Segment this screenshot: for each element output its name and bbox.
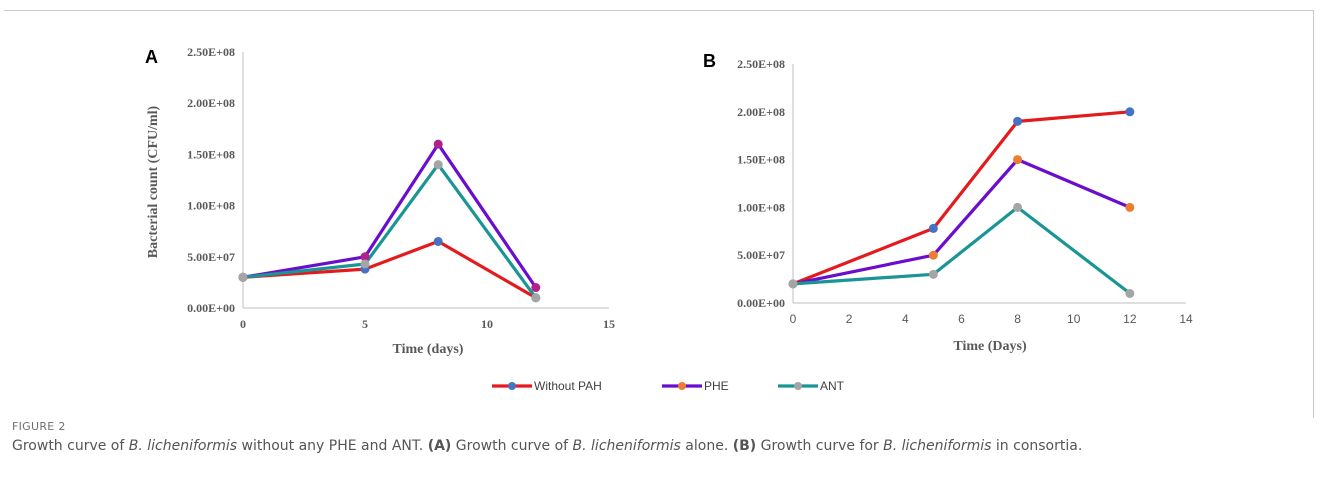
panel-label-b: B: [703, 51, 716, 71]
y-axis-label-a: Bacterial count (CFU/ml): [146, 105, 161, 258]
x-tick-label: 0: [790, 312, 797, 326]
data-point-ant: [238, 272, 248, 282]
caption-segment: Growth curve of: [451, 438, 573, 454]
figure-label: FIGURE 2: [12, 420, 66, 433]
series-line-ant: [792, 205, 1131, 295]
x-tick-label: 12: [1123, 312, 1137, 326]
legend-swatch-marker: [794, 382, 802, 390]
caption-segment: B. licheniformis: [883, 438, 992, 454]
series-line-phe: [792, 158, 1131, 286]
data-point-ant: [1125, 288, 1135, 298]
y-ticks-b: 0.00E+00 5.00E+07 1.00E+08 1.50E+08 2.00E+08…: [737, 57, 785, 310]
x-tick-label: 14: [1179, 312, 1193, 326]
data-point-without-pah: [433, 236, 443, 246]
caption-segment: without any PHE and ANT.: [237, 438, 428, 454]
x-ticks-b: 0 2 4 6 8 10 12 14: [790, 312, 1193, 326]
data-point-without-pah: [928, 223, 938, 233]
caption-segment: B. licheniformis: [128, 438, 238, 454]
figure-frame: [4, 10, 1314, 418]
y-tick-label: 2.00E+08: [187, 96, 235, 110]
caption-segment: (B): [732, 438, 757, 454]
legend-swatch-marker: [508, 382, 516, 390]
data-point-phe: [1013, 155, 1023, 165]
chart-panel-a: A 0.00E+00 5.00E+07 1.00E+08 1.50E+08 2.00E+…: [145, 45, 615, 357]
caption-segment: Growth curve of: [12, 438, 129, 454]
data-point-ant: [1013, 202, 1023, 212]
data-point-phe: [360, 252, 370, 262]
caption-segment: Growth curve for: [756, 438, 884, 454]
y-ticks-a: 0.00E+00 5.00E+07 1.00E+08 1.50E+08 2.00E+08…: [187, 45, 235, 315]
y-tick-label: 5.00E+07: [187, 250, 235, 264]
legend-label: ANT: [820, 379, 845, 393]
x-tick-label: 6: [958, 312, 965, 326]
x-tick-label: 2: [846, 312, 853, 326]
x-tick-label: 10: [1067, 312, 1081, 326]
data-point-ant: [360, 259, 370, 269]
x-tick-label: 5: [362, 317, 368, 331]
y-tick-label: 5.00E+07: [737, 248, 785, 262]
series-points-b: [788, 107, 1135, 298]
caption-segment: alone.: [680, 438, 733, 454]
series-line-without-pah: [792, 110, 1131, 286]
legend-label: PHE: [704, 379, 729, 393]
x-axis-label-b: Time (Days): [953, 339, 1027, 354]
data-point-ant: [531, 293, 541, 303]
x-tick-label: 0: [240, 317, 246, 331]
figure-caption: Growth curve of B. licheniformis without…: [12, 438, 1082, 454]
y-tick-label: 1.50E+08: [187, 147, 235, 161]
data-point-phe: [433, 139, 443, 149]
data-point-ant: [928, 269, 938, 279]
x-tick-label: 4: [902, 312, 909, 326]
caption-segment: in consortia.: [991, 438, 1083, 454]
chart-panel-b: B 0.00E+00 5.00E+07 1.00E+08 1.50E+08 2.00E+…: [703, 51, 1193, 354]
legend-label: Without PAH: [534, 379, 602, 393]
series-line-ant: [242, 163, 538, 299]
y-tick-label: 2.50E+08: [187, 45, 235, 59]
caption-segment: (A): [427, 438, 452, 454]
data-point-without-pah: [1125, 107, 1135, 117]
x-ticks-a: 0 5 10 15: [240, 317, 615, 331]
data-point-without-pah: [1013, 116, 1023, 126]
y-tick-label: 2.50E+08: [737, 57, 785, 71]
panel-label-a: A: [145, 47, 158, 67]
data-point-ant: [433, 160, 443, 170]
series-points-a: [238, 139, 541, 303]
x-tick-label: 8: [1014, 312, 1021, 326]
data-point-phe: [928, 250, 938, 260]
y-tick-label: 1.00E+08: [737, 200, 785, 214]
data-point-phe: [531, 283, 541, 293]
figure-canvas: A 0.00E+00 5.00E+07 1.00E+08 1.50E+08 2.00E+…: [145, 45, 1193, 393]
y-tick-label: 0.00E+00: [737, 296, 785, 310]
y-tick-label: 0.00E+00: [187, 301, 235, 315]
legend: Without PAH PHE ANT: [492, 379, 845, 393]
series-line-phe: [242, 142, 538, 289]
x-axis-label-a: Time (days): [393, 342, 464, 357]
series-lines-b: [792, 110, 1131, 295]
x-tick-label: 15: [603, 317, 615, 331]
caption-segment: B. licheniformis: [572, 438, 681, 454]
y-tick-label: 1.50E+08: [737, 153, 785, 167]
legend-swatch-marker: [678, 382, 686, 390]
y-tick-label: 2.00E+08: [737, 105, 785, 119]
series-lines-a: [242, 142, 538, 300]
y-tick-label: 1.00E+08: [187, 199, 235, 213]
series-line-without-pah: [242, 239, 537, 300]
x-tick-label: 10: [481, 317, 493, 331]
data-point-phe: [1125, 202, 1135, 212]
data-point-ant: [788, 279, 798, 289]
